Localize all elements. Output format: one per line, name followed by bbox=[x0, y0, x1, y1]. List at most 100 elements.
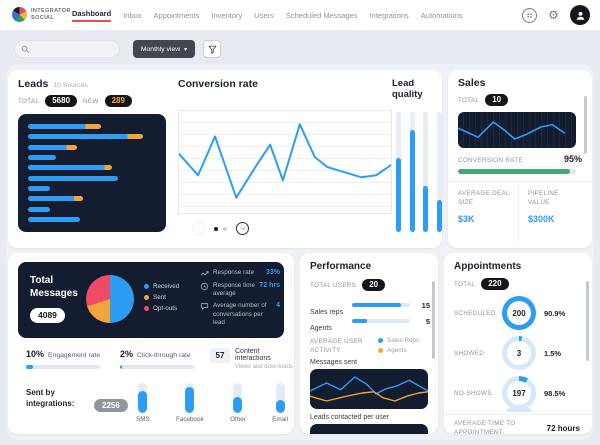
pager-dots bbox=[214, 226, 227, 231]
appointment-label: SHOWED bbox=[454, 349, 485, 357]
nav-item-inventory[interactable]: Inventory bbox=[211, 10, 243, 20]
appointment-ring-value: 200 bbox=[507, 301, 531, 325]
conversion-progress-bar bbox=[458, 169, 576, 174]
agents-bar bbox=[352, 319, 410, 323]
trend-icon bbox=[200, 269, 209, 278]
pager-dot-active[interactable] bbox=[214, 226, 218, 231]
sales-total-label: TOTAL bbox=[458, 96, 480, 104]
content-interactions-label: Content interactions bbox=[235, 348, 271, 362]
total-messages-title: Total Messages bbox=[30, 275, 78, 299]
nav-right-actions: ⚙ bbox=[522, 0, 590, 30]
integration-channel-sms: SMS bbox=[136, 383, 150, 423]
lead-quality-fill bbox=[396, 157, 401, 232]
legend-label: Sent bbox=[153, 294, 166, 301]
nav-menu: Dashboard Inbox Appointments Inventory Users… bbox=[72, 0, 463, 30]
lead-quality-fill bbox=[409, 130, 415, 232]
performance-title: Performance bbox=[310, 261, 372, 272]
sales-scrollbar[interactable] bbox=[584, 96, 587, 154]
lead-source-bar bbox=[28, 175, 118, 181]
nav-item-inbox[interactable]: Inbox bbox=[123, 10, 142, 20]
sales-reps-row: Sales reps 15 bbox=[310, 301, 430, 316]
channel-slider[interactable] bbox=[138, 383, 148, 413]
message-stat-value: 33% bbox=[265, 269, 280, 276]
lead-bar-row bbox=[28, 154, 156, 160]
message-stat-label: Average number of conversations per lead bbox=[213, 302, 267, 326]
activity-legend-item: Agents bbox=[378, 347, 419, 354]
legend-dot bbox=[378, 338, 383, 343]
message-stat-label: Response rate bbox=[213, 269, 254, 276]
lead-source-bar bbox=[28, 134, 144, 140]
search-field[interactable] bbox=[14, 40, 120, 58]
channel-slider[interactable] bbox=[185, 383, 195, 413]
avg-user-activity-label: AVERAGE USER ACTIVITY bbox=[310, 338, 363, 355]
funnel-icon bbox=[208, 45, 216, 54]
nav-item-appointments[interactable]: Appointments bbox=[153, 10, 200, 20]
lead-bar-row bbox=[28, 144, 156, 150]
channel-slider-fill bbox=[275, 400, 285, 413]
lead-quality-fill bbox=[436, 199, 442, 232]
channel-slider-fill bbox=[233, 396, 243, 413]
sent-by-line1: Sent by bbox=[26, 388, 55, 397]
pipeline-value-label: PIPELINE VALUE bbox=[528, 190, 559, 206]
channel-slider[interactable] bbox=[233, 383, 243, 413]
legend-label: Agents bbox=[387, 347, 407, 354]
nav-item-integrations[interactable]: Integrations bbox=[369, 10, 409, 20]
engagement-rate-stat: 10% Engagement rate bbox=[26, 349, 100, 369]
content-interactions-count: 57 bbox=[210, 348, 230, 363]
channel-slider[interactable] bbox=[275, 383, 285, 413]
lead-bar-row bbox=[28, 175, 156, 181]
appointments-scrollbar[interactable] bbox=[586, 281, 589, 361]
performance-card: Performance TOTAL USERS 20 Sales reps 15… bbox=[300, 253, 438, 434]
lead-quality-chart bbox=[396, 112, 442, 232]
appointments-card: Appointments TOTAL 220 SCHEDULED 200 90.9%… bbox=[444, 253, 592, 434]
messages-pie-chart bbox=[86, 275, 134, 323]
pager-next-icon[interactable]: → bbox=[236, 222, 249, 235]
channel-slider-fill bbox=[138, 391, 148, 413]
engagement-rate-label: Engagement rate bbox=[48, 352, 101, 359]
lead-quality-bar bbox=[436, 112, 442, 232]
lead-source-bar bbox=[28, 216, 81, 222]
lead-source-bar bbox=[28, 124, 101, 129]
divider bbox=[448, 181, 592, 182]
top-navbar: INTEGRATOR SOCIAL Dashboard Inbox Appointm… bbox=[0, 0, 600, 30]
performance-scrollbar[interactable] bbox=[432, 281, 435, 359]
message-stat-value: 72 hrs bbox=[259, 282, 280, 289]
sales-reps-label: Sales reps bbox=[310, 309, 344, 316]
leads-overview-card: Leads 10 Sources TOTAL 5680 NEW 289 Conv… bbox=[8, 70, 442, 248]
nav-item-automations[interactable]: Automations bbox=[420, 10, 463, 20]
sales-reps-value: 15 bbox=[421, 301, 430, 310]
nav-item-users[interactable]: Users bbox=[254, 10, 274, 20]
sales-conversion-label: CONVERSION RATE bbox=[458, 157, 523, 164]
appointment-row-no-shows: NO-SHOWS 197 98.5% bbox=[454, 373, 586, 413]
conversion-rate-chart bbox=[178, 110, 392, 214]
pager-prev-icon[interactable]: ← bbox=[192, 222, 205, 235]
legend-item: Opt-outs bbox=[144, 305, 179, 312]
brand-logo[interactable]: INTEGRATOR SOCIAL bbox=[12, 7, 77, 22]
chevron-down-icon: ▾ bbox=[184, 46, 188, 53]
appointment-label: NO-SHOWS bbox=[454, 389, 492, 397]
lead-quality-bar bbox=[423, 112, 429, 232]
leads-contacted-label: Leads contacted per user bbox=[310, 414, 389, 421]
search-icon bbox=[21, 45, 30, 54]
appointment-pct: 90.9% bbox=[544, 308, 566, 318]
appointment-label: SCHEDULED bbox=[454, 309, 496, 317]
integration-channel-email: Email bbox=[272, 383, 288, 423]
nav-item-dashboard[interactable]: Dashboard bbox=[72, 9, 112, 22]
view-period-dropdown[interactable]: Monthly view ▾ bbox=[133, 40, 195, 58]
appointment-ring: 3 bbox=[502, 336, 536, 370]
search-input[interactable] bbox=[30, 44, 113, 54]
settings-gear-icon[interactable]: ⚙ bbox=[548, 8, 559, 22]
user-avatar[interactable] bbox=[570, 5, 590, 25]
total-users-label: TOTAL USERS bbox=[310, 281, 357, 289]
apps-icon[interactable] bbox=[522, 7, 537, 23]
message-stat-row: Average number of conversations per lead… bbox=[200, 302, 280, 327]
filter-button[interactable] bbox=[203, 40, 221, 58]
nav-item-scheduled-messages[interactable]: Scheduled Messages bbox=[285, 10, 358, 20]
sales-reps-bar bbox=[352, 303, 410, 307]
integration-channel-facebook: Facebook bbox=[176, 383, 204, 423]
pipeline-value: $300K bbox=[528, 213, 555, 224]
appointment-row-showed: SHOWED 3 1.5% bbox=[454, 333, 586, 373]
legend-item: Sent bbox=[144, 294, 179, 301]
pager-dot[interactable] bbox=[223, 226, 227, 231]
legend-dot bbox=[144, 306, 149, 311]
